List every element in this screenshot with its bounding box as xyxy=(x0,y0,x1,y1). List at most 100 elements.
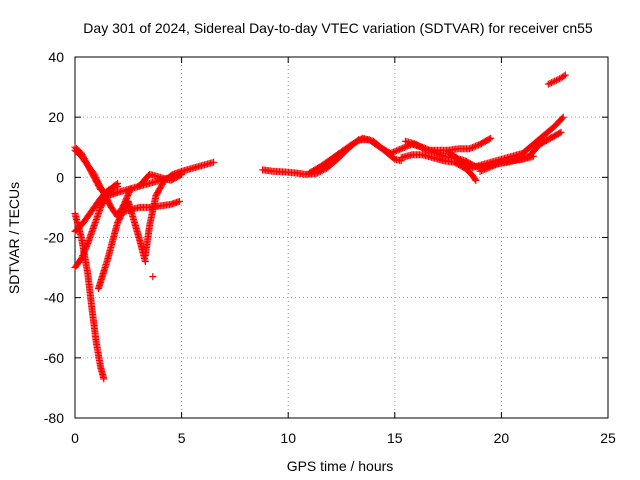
data-point xyxy=(493,160,501,168)
y-tick-label: -40 xyxy=(44,290,64,306)
data-point xyxy=(559,113,567,121)
data-point xyxy=(484,164,492,172)
series-track-q xyxy=(544,71,569,88)
data-point xyxy=(485,163,493,171)
series-track-p xyxy=(476,152,537,175)
series-track-h xyxy=(135,170,186,190)
x-axis-label: GPS time / hours xyxy=(287,458,394,474)
series-track-j xyxy=(149,273,157,281)
data-point xyxy=(125,188,133,196)
data-point xyxy=(82,244,90,252)
data-point xyxy=(83,241,91,249)
data-point xyxy=(491,161,499,169)
data-point xyxy=(554,76,562,84)
series-track-o xyxy=(444,113,567,172)
y-tick-label: -20 xyxy=(44,230,64,246)
data-point xyxy=(467,144,475,152)
data-point xyxy=(79,250,87,258)
data-point xyxy=(210,158,218,166)
x-tick-label: 5 xyxy=(178,430,186,446)
data-point xyxy=(488,162,496,170)
data-point xyxy=(487,134,495,142)
data-point xyxy=(123,193,131,201)
data-point xyxy=(175,197,183,205)
data-point xyxy=(552,76,560,84)
data-point xyxy=(92,173,100,181)
series-track-l xyxy=(306,134,405,177)
data-point xyxy=(77,255,85,263)
data-point xyxy=(465,145,473,153)
data-point xyxy=(468,143,476,151)
data-point xyxy=(400,143,408,151)
y-tick-label: -80 xyxy=(44,410,64,426)
data-point xyxy=(557,128,565,136)
data-point xyxy=(548,79,556,87)
data-point xyxy=(124,191,132,199)
data-point xyxy=(320,166,328,174)
data-point xyxy=(476,167,484,175)
data-point xyxy=(496,159,504,167)
x-tick-label: 15 xyxy=(387,430,403,446)
data-point xyxy=(561,71,569,79)
y-tick-label: 20 xyxy=(48,109,64,125)
data-point xyxy=(487,163,495,171)
x-tick-label: 20 xyxy=(494,430,510,446)
data-point xyxy=(90,170,98,178)
data-point xyxy=(141,258,149,266)
data-point xyxy=(560,72,568,80)
data-point xyxy=(494,160,502,168)
data-points xyxy=(71,71,569,383)
data-point xyxy=(397,145,405,153)
data-point xyxy=(81,247,89,255)
data-point xyxy=(149,273,157,281)
data-point xyxy=(178,170,186,178)
data-point xyxy=(529,152,537,160)
data-point xyxy=(558,114,566,122)
series-track-i xyxy=(114,197,183,217)
data-point xyxy=(394,146,402,154)
data-point xyxy=(91,172,99,180)
y-tick-label: 40 xyxy=(48,49,64,65)
data-point xyxy=(472,176,480,184)
data-point xyxy=(479,166,487,174)
data-point xyxy=(393,147,401,155)
y-tick-label: 0 xyxy=(56,169,64,185)
data-point xyxy=(490,162,498,170)
data-point xyxy=(390,148,398,156)
data-point xyxy=(556,129,564,137)
series-track-e xyxy=(71,182,122,235)
data-point xyxy=(79,252,87,260)
data-point xyxy=(92,175,100,183)
data-point xyxy=(544,80,552,88)
data-point xyxy=(125,190,133,198)
x-tick-labels: 0 5 10 15 20 25 xyxy=(71,430,616,446)
data-point xyxy=(80,249,88,257)
y-axis-label: SDTVAR / TECUs xyxy=(6,182,22,294)
plot-frame xyxy=(74,56,609,419)
data-point xyxy=(481,165,489,173)
data-point xyxy=(485,135,493,143)
data-point xyxy=(546,79,554,87)
data-point xyxy=(126,185,134,193)
data-point xyxy=(93,176,101,184)
x-tick-label: 10 xyxy=(280,430,296,446)
y-tick-label: -60 xyxy=(44,350,64,366)
data-point xyxy=(478,167,486,175)
data-point xyxy=(100,375,108,383)
data-point xyxy=(472,142,480,150)
data-point xyxy=(83,243,91,251)
axis-ticks xyxy=(74,56,609,419)
data-point xyxy=(114,182,122,190)
data-point xyxy=(482,165,490,173)
data-point xyxy=(78,253,86,261)
y-tick-labels: 40 20 0 -20 -40 -60 -80 xyxy=(44,49,64,426)
data-point xyxy=(470,143,478,151)
data-point xyxy=(81,246,89,254)
series-track-c xyxy=(71,209,108,383)
x-tick-label: 0 xyxy=(71,430,79,446)
data-point xyxy=(399,144,407,152)
x-tick-label: 25 xyxy=(600,430,616,446)
data-point xyxy=(126,187,134,195)
data-point xyxy=(471,175,479,183)
